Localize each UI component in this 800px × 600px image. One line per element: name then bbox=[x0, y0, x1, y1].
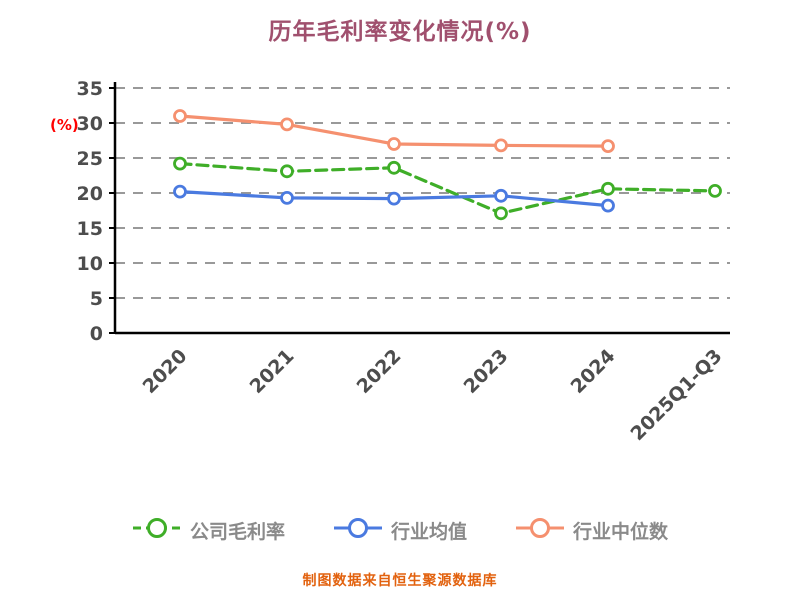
svg-text:20: 20 bbox=[77, 183, 103, 205]
svg-text:2023: 2023 bbox=[460, 345, 513, 398]
svg-text:2025Q1-Q3: 2025Q1-Q3 bbox=[626, 345, 726, 445]
data-source-footer: 制图数据来自恒生聚源数据库 bbox=[302, 573, 498, 589]
svg-text:30: 30 bbox=[77, 113, 103, 135]
svg-text:5: 5 bbox=[90, 288, 103, 310]
svg-text:0: 0 bbox=[90, 323, 103, 345]
legend-label-company-margin: 公司毛利率 bbox=[189, 520, 285, 543]
legend-item-company-margin[interactable]: 公司毛利率 bbox=[132, 516, 285, 544]
legend-marker-company-margin-icon bbox=[132, 516, 182, 544]
svg-text:(%): (%) bbox=[50, 116, 79, 134]
legend-marker-industry-median-icon bbox=[515, 516, 565, 544]
svg-text:2021: 2021 bbox=[246, 345, 299, 398]
legend-item-industry-median[interactable]: 行业中位数 bbox=[515, 516, 668, 544]
chart-legend: 公司毛利率 行业均值 行业中位数 bbox=[0, 516, 800, 544]
legend-label-industry-average: 行业均值 bbox=[390, 520, 467, 543]
svg-text:2020: 2020 bbox=[139, 345, 192, 398]
svg-text:2022: 2022 bbox=[353, 345, 406, 398]
svg-text:15: 15 bbox=[77, 218, 103, 240]
legend-label-industry-median: 行业中位数 bbox=[573, 520, 669, 543]
legend-item-industry-average[interactable]: 行业均值 bbox=[333, 516, 467, 544]
svg-text:35: 35 bbox=[77, 78, 103, 100]
line-chart: 0 5 10 15 20 25 30 35 (%) 2020 2021 2022 2023 2024 202… bbox=[50, 78, 730, 445]
legend-marker-industry-average-icon bbox=[333, 516, 383, 544]
svg-text:2024: 2024 bbox=[567, 345, 620, 398]
svg-text:25: 25 bbox=[77, 148, 103, 170]
svg-text:10: 10 bbox=[77, 253, 103, 275]
chart-title: 历年毛利率变化情况(%) bbox=[268, 19, 532, 45]
